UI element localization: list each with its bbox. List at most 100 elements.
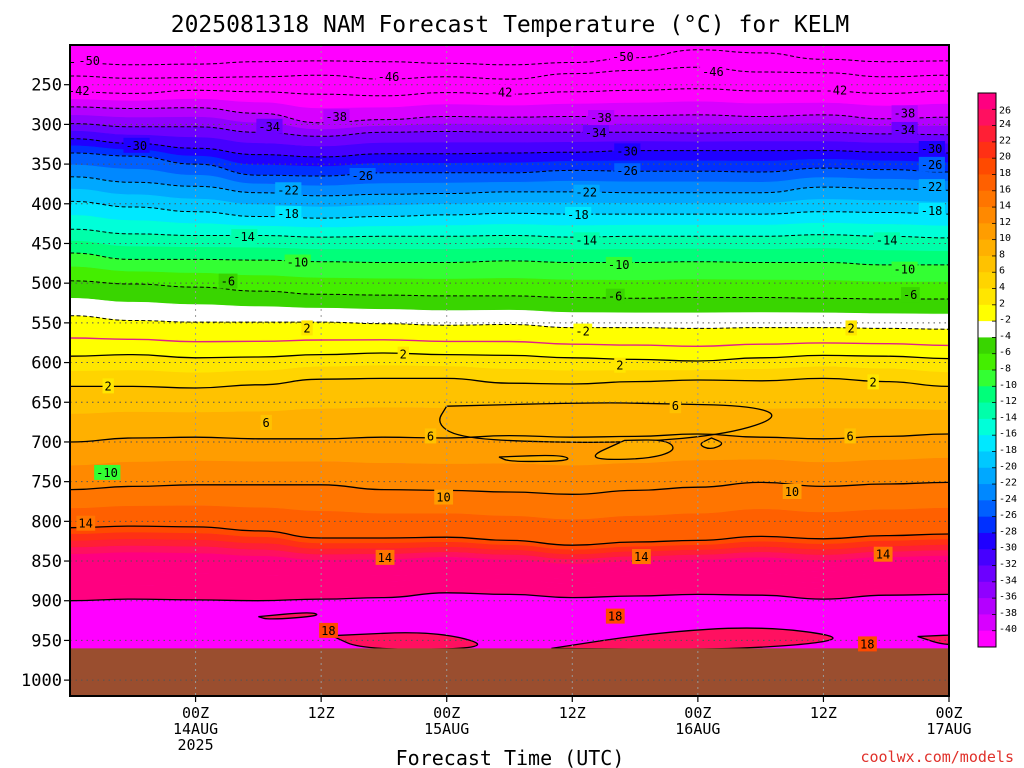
contour-label-bg bbox=[918, 156, 945, 172]
contour-label-bg bbox=[424, 428, 437, 444]
contour-label: -50 bbox=[610, 48, 637, 64]
contour-label-text: 14 bbox=[378, 551, 392, 565]
contour-line bbox=[70, 525, 949, 546]
colorbar-swatch bbox=[978, 532, 996, 550]
y-tick-label: 700 bbox=[31, 433, 62, 453]
contour-label: 18 bbox=[319, 622, 338, 638]
contour-label: -14 bbox=[873, 232, 900, 248]
colorbar-swatch bbox=[978, 581, 996, 599]
colorbar-swatch bbox=[978, 93, 996, 110]
contour-line bbox=[70, 66, 949, 80]
colorbar-swatch bbox=[978, 370, 996, 387]
colorbar-swatch bbox=[978, 321, 996, 338]
contour-label-bg bbox=[605, 288, 625, 304]
contour-line bbox=[70, 123, 949, 137]
colorbar-swatch bbox=[978, 125, 996, 143]
colorbar-label: 10 bbox=[999, 233, 1011, 244]
colorbar-swatch bbox=[978, 304, 996, 322]
contour-label: -26 bbox=[614, 163, 641, 179]
colorbar-label: 16 bbox=[999, 184, 1011, 195]
colorbar-label: -22 bbox=[999, 478, 1017, 489]
contour-label-bg bbox=[845, 320, 857, 336]
contour-label: -22 bbox=[573, 184, 600, 200]
contour-label-text: 10 bbox=[785, 485, 799, 499]
contour-label: -34 bbox=[891, 121, 918, 137]
colorbar-label: 20 bbox=[999, 152, 1011, 163]
contour-label-bg bbox=[873, 546, 893, 562]
contour-label-bg bbox=[669, 398, 682, 414]
contour-label-text: -42 bbox=[68, 84, 90, 98]
contour-label-bg bbox=[231, 229, 258, 245]
contour-label-bg bbox=[573, 184, 600, 200]
contour-label-bg bbox=[867, 374, 879, 390]
contour-label-text: -18 bbox=[921, 204, 943, 218]
colorbar-swatch bbox=[978, 614, 996, 632]
contour-label-text: -14 bbox=[876, 233, 898, 247]
contour-label-text: 18 bbox=[321, 624, 335, 638]
colorbar-swatch bbox=[978, 174, 996, 192]
contour-label-text: -22 bbox=[575, 186, 597, 200]
contour-label: 14 bbox=[873, 546, 893, 562]
colorbar-swatch bbox=[978, 500, 996, 518]
contour-label-text: -38 bbox=[894, 106, 916, 120]
contour-label: -6 bbox=[900, 287, 920, 303]
contour-label-text: 14 bbox=[78, 517, 92, 531]
contour-label: -38 bbox=[588, 110, 615, 126]
contour-line bbox=[70, 433, 949, 443]
colorbar-label: -14 bbox=[999, 412, 1017, 423]
contour-label-text: -34 bbox=[894, 123, 916, 137]
contour-label-text: -26 bbox=[921, 158, 943, 172]
contour-label-text: -6 bbox=[221, 275, 235, 289]
colorbar-label: 4 bbox=[999, 282, 1005, 293]
contour-label-bg bbox=[700, 63, 727, 79]
contour-label-text: 2 bbox=[616, 359, 623, 373]
contour-label: 14 bbox=[375, 549, 395, 565]
colorbar-label: 12 bbox=[999, 217, 1011, 228]
contour-label: -46 bbox=[375, 68, 402, 84]
y-tick-label: 650 bbox=[31, 393, 62, 413]
contour-label-bg bbox=[605, 256, 633, 272]
contour-label-text: -14 bbox=[575, 233, 597, 247]
isotherm-contours bbox=[70, 49, 949, 602]
contour-label: -14 bbox=[573, 232, 600, 248]
contour-label-bg bbox=[823, 82, 850, 98]
contour-label-text: -10 bbox=[608, 258, 630, 272]
contour-label-bg bbox=[319, 622, 338, 638]
warm-pocket bbox=[439, 402, 773, 443]
y-tick-label: 800 bbox=[31, 512, 62, 532]
contour-line bbox=[70, 592, 949, 602]
y-tick-label: 600 bbox=[31, 354, 62, 374]
contour-label-bg bbox=[218, 273, 238, 289]
colorbar-swatch bbox=[978, 435, 996, 452]
contour-label-bg bbox=[605, 608, 625, 624]
contour-label: 2 bbox=[614, 357, 626, 373]
contour-label: -30 bbox=[614, 143, 641, 159]
contour-label: -18 bbox=[918, 202, 945, 218]
contour-label-bg bbox=[782, 483, 802, 499]
grid-lines bbox=[70, 45, 949, 696]
contour-label-bg bbox=[582, 125, 610, 141]
contour-label-text: -30 bbox=[125, 139, 147, 153]
colorbar-swatch bbox=[978, 141, 996, 159]
contour-label-bg bbox=[488, 84, 515, 100]
contour-line bbox=[70, 176, 949, 197]
colorbar-swatch bbox=[978, 272, 996, 289]
contour-label-text: -34 bbox=[258, 120, 280, 134]
contour-label: -10 bbox=[284, 254, 311, 270]
colorbar-swatch bbox=[978, 223, 996, 241]
y-tick-label: 250 bbox=[31, 76, 62, 96]
contour-label-text: 2 bbox=[105, 379, 112, 393]
contour-label: -46 bbox=[700, 63, 727, 79]
contour-label-bg bbox=[844, 428, 856, 444]
contour-label-text: 6 bbox=[263, 416, 270, 430]
contour-label-bg bbox=[375, 68, 402, 84]
colorbar-swatch bbox=[978, 288, 996, 306]
colorbar-label: -34 bbox=[999, 575, 1017, 586]
contour-label: -30 bbox=[123, 137, 150, 153]
contour-label-text: -22 bbox=[921, 180, 943, 194]
x-tick-label: 15AUG bbox=[424, 720, 469, 738]
colorbar-swatch bbox=[978, 207, 996, 224]
x-tick-label: 12Z bbox=[810, 704, 837, 722]
contour-label-bg bbox=[573, 232, 600, 248]
